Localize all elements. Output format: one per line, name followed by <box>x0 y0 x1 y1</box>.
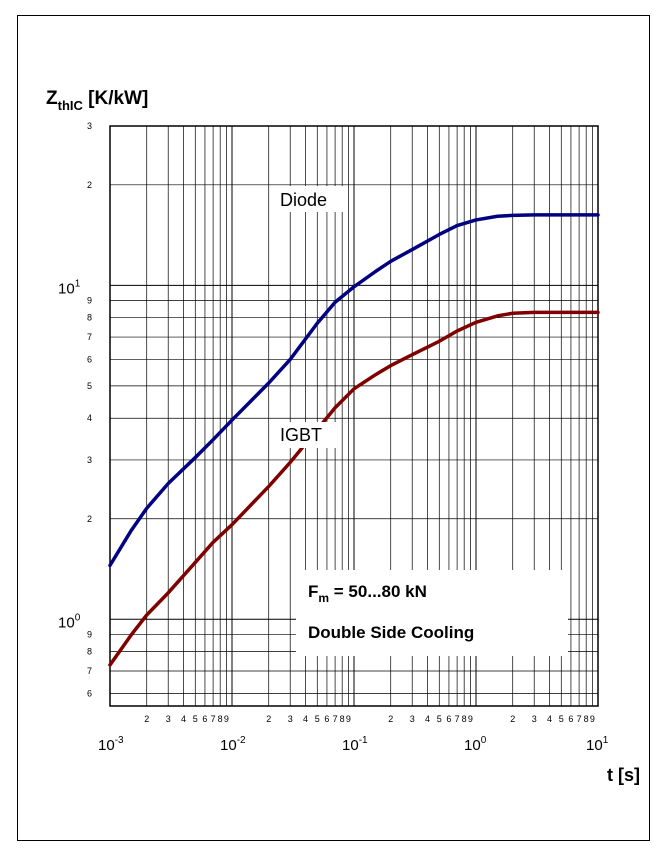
x-minor-tick-label: 4 <box>547 714 552 724</box>
x-minor-tick-label: 4 <box>303 714 308 724</box>
x-decade-label: 10-2 <box>220 735 246 754</box>
y-minor-tick-label: 2 <box>87 514 92 524</box>
cooling-annotation: Double Side Cooling <box>308 623 474 642</box>
series-line-diode <box>108 213 600 568</box>
x-minor-tick-label: 3 <box>288 714 293 724</box>
x-decade-label: 10-1 <box>342 735 368 754</box>
x-minor-tick-label: 3 <box>410 714 415 724</box>
x-decade-label: 101 <box>586 735 609 754</box>
y-minor-tick-label: 6 <box>87 688 92 698</box>
x-decade-label: 10-3 <box>98 735 124 754</box>
plot-area <box>109 125 599 707</box>
x-minor-tick-label: 9 <box>590 714 595 724</box>
diode-label: Diode <box>280 190 327 210</box>
x-minor-tick-label: 9 <box>468 714 473 724</box>
y-minor-tick-label: 9 <box>87 630 92 640</box>
x-minor-tick-label: 5 <box>193 714 198 724</box>
x-minor-tick-label: 3 <box>166 714 171 724</box>
y-minor-tick-label: 2 <box>87 180 92 190</box>
x-minor-tick-label: 9 <box>224 714 229 724</box>
x-minor-tick-label: 5 <box>559 714 564 724</box>
x-minor-tick-label: 7 <box>455 714 460 724</box>
x-minor-tick-label: 6 <box>568 714 573 724</box>
x-minor-tick-label: 7 <box>211 714 216 724</box>
x-minor-tick-label: 7 <box>577 714 582 724</box>
y-minor-tick-label: 4 <box>87 413 92 423</box>
y-minor-tick-label: 5 <box>87 381 92 391</box>
series-layer <box>108 213 600 667</box>
x-minor-tick-label: 2 <box>510 714 515 724</box>
y-axis-label: ZthIC [K/kW] <box>46 88 148 113</box>
x-minor-tick-label: 6 <box>324 714 329 724</box>
x-minor-tick-label: 5 <box>315 714 320 724</box>
x-decade-label: 100 <box>464 735 487 754</box>
y-minor-tick-label: 3 <box>87 121 92 131</box>
x-minor-tick-label: 9 <box>346 714 351 724</box>
y-minor-tick-label: 7 <box>87 332 92 342</box>
y-minor-tick-label: 8 <box>87 647 92 657</box>
figure-frame <box>17 15 650 841</box>
y-minor-tick-label: 7 <box>87 666 92 676</box>
y-tick-labels: 6 7 8 9 2 3 4 5 6 7 8 9 2 3 100 101 <box>58 121 92 698</box>
x-axis-label: t [s] <box>607 765 640 785</box>
series-line-igbt <box>108 310 600 667</box>
x-minor-tick-label: 6 <box>202 714 207 724</box>
x-minor-tick-label: 8 <box>340 714 345 724</box>
x-minor-tick-label: 2 <box>388 714 393 724</box>
igbt-label-bg <box>276 422 340 448</box>
force-annotation: Fm = 50...80 kN <box>308 582 427 605</box>
x-minor-tick-label: 8 <box>584 714 589 724</box>
igbt-label: IGBT <box>280 425 322 445</box>
x-minor-tick-label: 5 <box>437 714 442 724</box>
x-minor-tick-label: 7 <box>333 714 338 724</box>
x-minor-tick-label: 6 <box>446 714 451 724</box>
x-minor-tick-label: 3 <box>532 714 537 724</box>
x-tick-labels: 2 3 4 5 6 7 8 910-32 3 4 5 6 7 8 910-22 3 4 5 6 7 8 910-12 3 4 5… <box>98 714 609 754</box>
annotation-box <box>296 570 568 656</box>
y-minor-tick-label: 9 <box>87 296 92 306</box>
diode-label-bg <box>276 186 348 212</box>
x-minor-tick-label: 2 <box>144 714 149 724</box>
x-minor-tick-label: 4 <box>181 714 186 724</box>
x-minor-tick-label: 8 <box>462 714 467 724</box>
y-decade-label: 101 <box>58 278 81 297</box>
x-minor-tick-label: 2 <box>266 714 271 724</box>
x-minor-tick-label: 4 <box>425 714 430 724</box>
y-minor-tick-label: 3 <box>87 455 92 465</box>
y-minor-tick-label: 6 <box>87 354 92 364</box>
x-minor-tick-label: 8 <box>218 714 223 724</box>
y-decade-label: 100 <box>58 612 81 631</box>
y-minor-tick-label: 8 <box>87 313 92 323</box>
